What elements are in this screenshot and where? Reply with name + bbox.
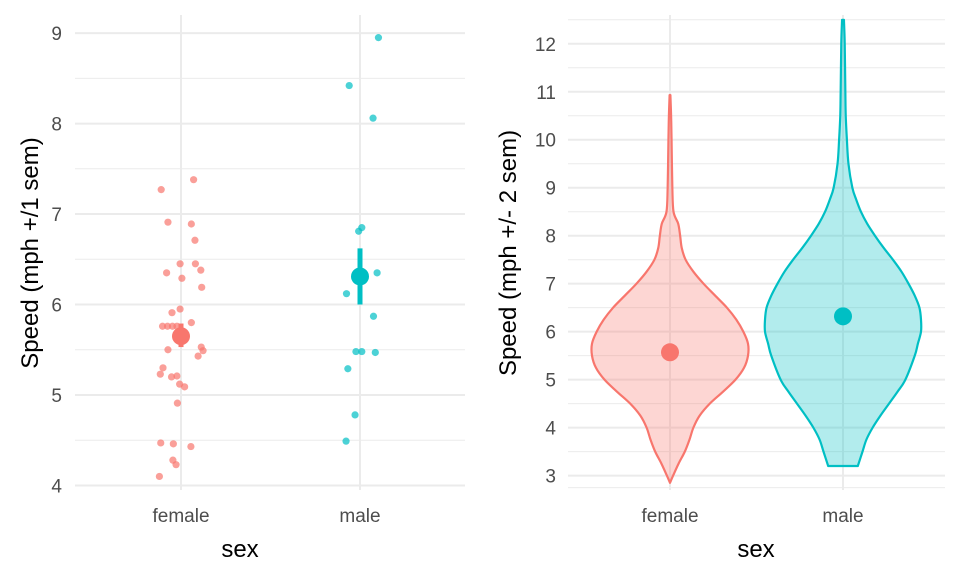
- data-point-female: [191, 236, 199, 244]
- panel-left: 4 5 6 7 8 9 female male sex Speed (mph +/1 sem): [17, 15, 465, 563]
- y-tick-label: 9: [51, 24, 62, 45]
- data-point-female: [197, 266, 205, 274]
- data-point-female: [158, 322, 167, 330]
- data-point-male: [358, 347, 366, 356]
- data-point-female: [168, 309, 176, 317]
- data-point-female: [187, 220, 195, 228]
- data-point-female: [169, 440, 177, 448]
- data-point-male: [342, 437, 350, 445]
- data-point-male: [369, 312, 378, 320]
- data-point-female: [164, 218, 172, 226]
- data-point-female: [159, 364, 167, 372]
- y-tick-label: 10: [535, 131, 556, 152]
- x-tick-label: female: [152, 506, 209, 527]
- data-point-female: [187, 442, 195, 451]
- x-tick-label: female: [641, 506, 698, 527]
- data-point-female: [163, 269, 171, 277]
- y-tick-label: 9: [545, 179, 556, 200]
- data-point-male: [344, 365, 352, 373]
- data-point-male: [371, 348, 379, 357]
- violin-male: [763, 18, 923, 468]
- data-point-female: [176, 260, 184, 268]
- data-point-male: [351, 411, 359, 419]
- x-tick-label: male: [339, 506, 380, 527]
- mean-point-male: [351, 267, 369, 286]
- center-point-male: [834, 307, 852, 326]
- data-point-female: [163, 322, 172, 330]
- x-axis-title: sex: [221, 536, 258, 563]
- data-point-male: [345, 81, 353, 90]
- data-point-male: [374, 34, 383, 42]
- data-point-female: [173, 399, 181, 407]
- mean-point-female: [172, 327, 190, 346]
- y-tick-label: 5: [51, 386, 62, 407]
- data-point-female: [181, 383, 189, 391]
- y-tick-label: 3: [545, 467, 556, 488]
- data-point-female: [157, 439, 165, 447]
- y-tick-label: 4: [51, 476, 62, 497]
- data-point-female: [191, 260, 199, 268]
- data-point-male: [352, 347, 360, 356]
- data-point-female: [198, 283, 206, 291]
- panel-right: 3 4 5 6 7 8 9 10 11 12 female male sex Speed (mph +/-…: [495, 15, 945, 563]
- x-tick-label: male: [822, 506, 863, 527]
- data-point-male: [342, 290, 351, 298]
- y-tick-label: 8: [545, 227, 556, 248]
- y-tick-label: 7: [545, 275, 556, 296]
- data-point-female: [172, 461, 180, 469]
- data-point-female: [164, 346, 172, 354]
- data-point-female: [157, 186, 165, 194]
- data-point-female: [194, 352, 202, 360]
- y-tick-label: 11: [536, 83, 556, 104]
- y-tick-label: 12: [535, 35, 556, 56]
- data-point-female: [187, 319, 195, 327]
- y-tick-label: 4: [545, 419, 556, 440]
- data-point-male: [373, 269, 381, 277]
- y-axis-title: Speed (mph +/- 2 sem): [495, 130, 522, 376]
- data-point-male: [355, 227, 363, 235]
- violin-female: [590, 94, 750, 484]
- y-tick-label: 7: [51, 205, 62, 226]
- y-tick-label: 5: [545, 371, 556, 392]
- data-point-female: [199, 347, 207, 355]
- data-point-female: [156, 370, 164, 378]
- data-point-female: [178, 274, 186, 282]
- y-tick-label: 6: [545, 323, 556, 344]
- center-point-female: [661, 343, 679, 362]
- y-tick-label: 6: [51, 296, 62, 317]
- data-point-female: [176, 305, 184, 313]
- data-point-female: [173, 372, 181, 380]
- data-point-female: [190, 176, 198, 184]
- y-tick-label: 8: [51, 115, 62, 136]
- x-axis-title: sex: [737, 536, 774, 563]
- data-point-female: [167, 373, 176, 381]
- data-point-female: [155, 472, 163, 481]
- y-axis-title: Speed (mph +/1 sem): [17, 137, 44, 368]
- data-point-male: [369, 114, 377, 122]
